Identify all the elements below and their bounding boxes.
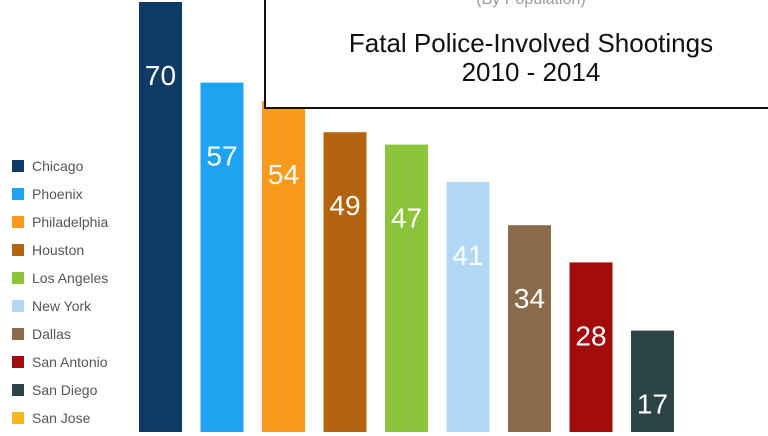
bar-value-label: 34 <box>514 283 545 314</box>
legend-swatch <box>12 384 24 396</box>
bar-new-york <box>446 181 490 432</box>
bar-value-label: 54 <box>268 159 299 190</box>
legend-label: San Diego <box>32 382 98 398</box>
bar-value-label: 70 <box>145 60 176 91</box>
legend-label: Phoenix <box>32 186 83 202</box>
bar-value-label: 57 <box>206 141 237 172</box>
legend-swatch <box>12 272 24 284</box>
legend-swatch <box>12 356 24 368</box>
bar-los-angeles <box>385 144 428 432</box>
title-box: (By Population) Fatal Police-Involved Sh… <box>264 0 768 109</box>
legend-swatch <box>12 160 24 172</box>
bar-value-label: 49 <box>329 190 360 221</box>
legend-swatch <box>12 412 24 424</box>
chart-title-line-1: Fatal Police-Involved Shootings <box>348 28 714 58</box>
bar-houston <box>323 132 367 432</box>
bar-value-label: 47 <box>391 203 422 234</box>
legend-swatch <box>12 188 24 200</box>
legend-label: Chicago <box>32 158 84 174</box>
chart-subtitle: (By Population) <box>266 0 768 10</box>
legend-swatch <box>12 244 24 256</box>
legend-label: Houston <box>32 242 85 258</box>
legend-label: Dallas <box>32 326 71 342</box>
legend-label: New York <box>32 298 92 314</box>
legend-label: San Antonio <box>32 354 108 370</box>
bar-chicago <box>139 2 182 432</box>
bar-value-label: 17 <box>637 389 668 420</box>
chart-title: Fatal Police-Involved Shootings 2010 - 2… <box>266 29 768 87</box>
bar-phoenix <box>200 82 244 432</box>
bar-dallas <box>508 225 551 432</box>
bar-san-diego <box>631 330 674 432</box>
bar-value-label: 28 <box>575 320 606 351</box>
legend-swatch <box>12 216 24 228</box>
chart-title-line-2: 2010 - 2014 <box>461 57 601 87</box>
bar-philadelphia <box>262 101 305 432</box>
legend-label: Los Angeles <box>32 270 109 286</box>
bar-value-label: 41 <box>452 240 483 271</box>
legend-label: Philadelphia <box>32 214 109 230</box>
bar-san-antonio <box>569 262 613 432</box>
legend-swatch <box>12 328 24 340</box>
legend-label: San Jose <box>32 410 91 426</box>
legend-swatch <box>12 300 24 312</box>
